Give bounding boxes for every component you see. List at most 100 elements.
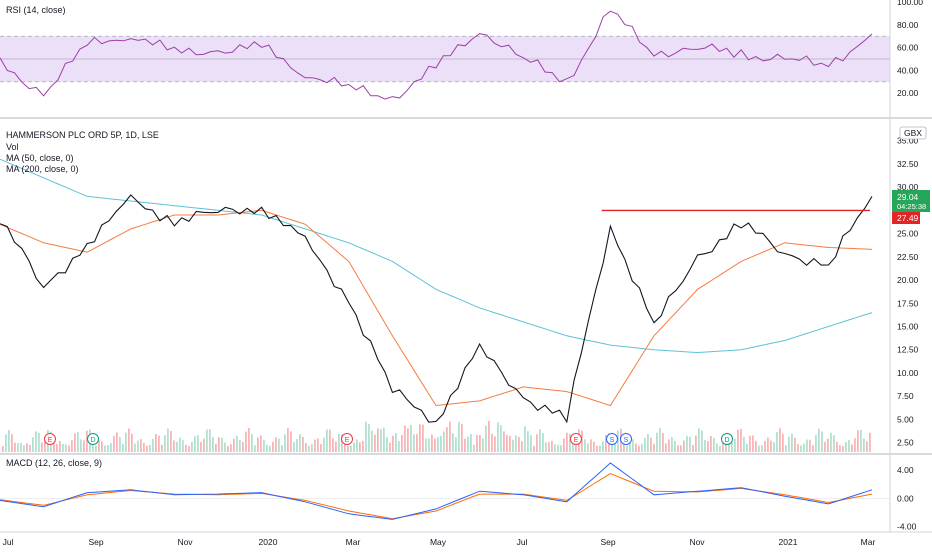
volume-bar [56,443,58,452]
price-tick-label: 32.50 [897,159,919,169]
rsi-title[interactable]: RSI (14, close) [6,5,66,15]
volume-bar [695,435,697,452]
currency-badge[interactable] [899,126,927,140]
rsi-line[interactable] [0,10,873,100]
volume-bar [8,430,10,452]
ma200-line[interactable] [0,158,873,354]
volume-bar [752,435,754,452]
volume-bar [299,434,301,452]
volume-bar [173,440,175,452]
volume-bar [41,442,43,452]
volume-bar [350,445,352,452]
volume-bar [416,434,418,452]
volume-bar [818,428,820,452]
volume-bar [563,438,565,452]
volume-bar [140,439,142,452]
volume-bar [353,442,355,452]
volume-bar [338,433,340,452]
volume-bar [725,438,727,452]
volume-bar [632,439,634,452]
volume-bar [365,421,367,452]
volume-bar [110,442,112,452]
volume-bar [773,442,775,452]
volume-bar [785,445,787,452]
macd-line[interactable] [0,462,873,520]
time-axis-label: May [430,537,447,547]
volume-bar [197,435,199,452]
volume-bar [518,436,520,452]
volume-bar [473,444,475,452]
event-marker[interactable] [721,433,733,445]
volume-bar [260,435,262,452]
volume-bar [551,440,553,452]
event-marker[interactable] [606,433,618,445]
volume-bar [224,442,226,452]
volume-bar [626,445,628,452]
volume-bar [164,435,166,452]
macd-title[interactable]: MACD (12, 26, close, 9) [6,458,102,468]
volume-bar [236,435,238,452]
volume-bar [833,435,835,452]
volume-bar [155,433,157,452]
event-marker[interactable] [341,433,353,445]
volume-bar [497,422,499,452]
volume-bar [755,440,757,452]
volume-bar [482,438,484,452]
volume-bar [296,439,298,452]
volume-bar [452,433,454,452]
volume-bar [212,437,214,452]
volume-bar [233,438,235,452]
volume-bar [599,445,601,452]
time-axis-label: Jul [517,537,528,547]
ma50-line[interactable] [0,209,873,407]
volume-bar [860,429,862,452]
volume-bar [659,428,661,452]
volume-bar [311,444,313,452]
currency-label: GBX [904,128,922,138]
indicator-ma200[interactable]: MA (200, close, 0) [6,164,79,174]
volume-bar [611,439,613,452]
volume-bar [572,442,574,452]
time-axis-label: Sep [600,537,615,547]
volume-bar [227,445,229,452]
event-marker[interactable] [44,433,56,445]
indicator-ma50[interactable]: MA (50, close, 0) [6,153,74,163]
level-tag [892,212,920,224]
macd-tick-label: 4.00 [897,465,914,475]
indicator-vol[interactable]: Vol [6,142,19,152]
volume-bar [305,442,307,452]
event-marker[interactable] [87,433,99,445]
volume-bar [824,441,826,452]
event-marker[interactable] [570,433,582,445]
volume-bar [239,439,241,452]
volume-bar [272,441,274,452]
volume-bar [677,445,679,452]
volume-bar [674,440,676,452]
volume-bar [707,441,709,452]
volume-bar [368,423,370,452]
volume-bar [710,435,712,452]
event-marker[interactable] [620,433,632,445]
volume-bar [263,439,265,452]
macd-signal-line[interactable] [0,473,873,520]
volume-bar [746,443,748,452]
volume-bar [458,421,460,452]
event-marker-letter: S [610,437,615,444]
volume-bar [134,443,136,452]
volume-bar [59,441,61,452]
volume-bar [848,440,850,452]
volume-bar [839,445,841,452]
volume-bar [479,435,481,452]
volume-bar [77,432,79,452]
volume-bars [2,420,871,452]
volume-bar [20,442,22,452]
volume-bar [443,431,445,452]
volume-bar [557,444,559,452]
price-line[interactable] [0,194,873,424]
volume-bar [830,432,832,452]
volume-bar [629,438,631,452]
price-title[interactable]: HAMMERSON PLC ORD 5P, 1D, LSE [6,130,159,140]
volume-bar [302,436,304,452]
volume-bar [596,445,598,452]
volume-bar [374,434,376,452]
